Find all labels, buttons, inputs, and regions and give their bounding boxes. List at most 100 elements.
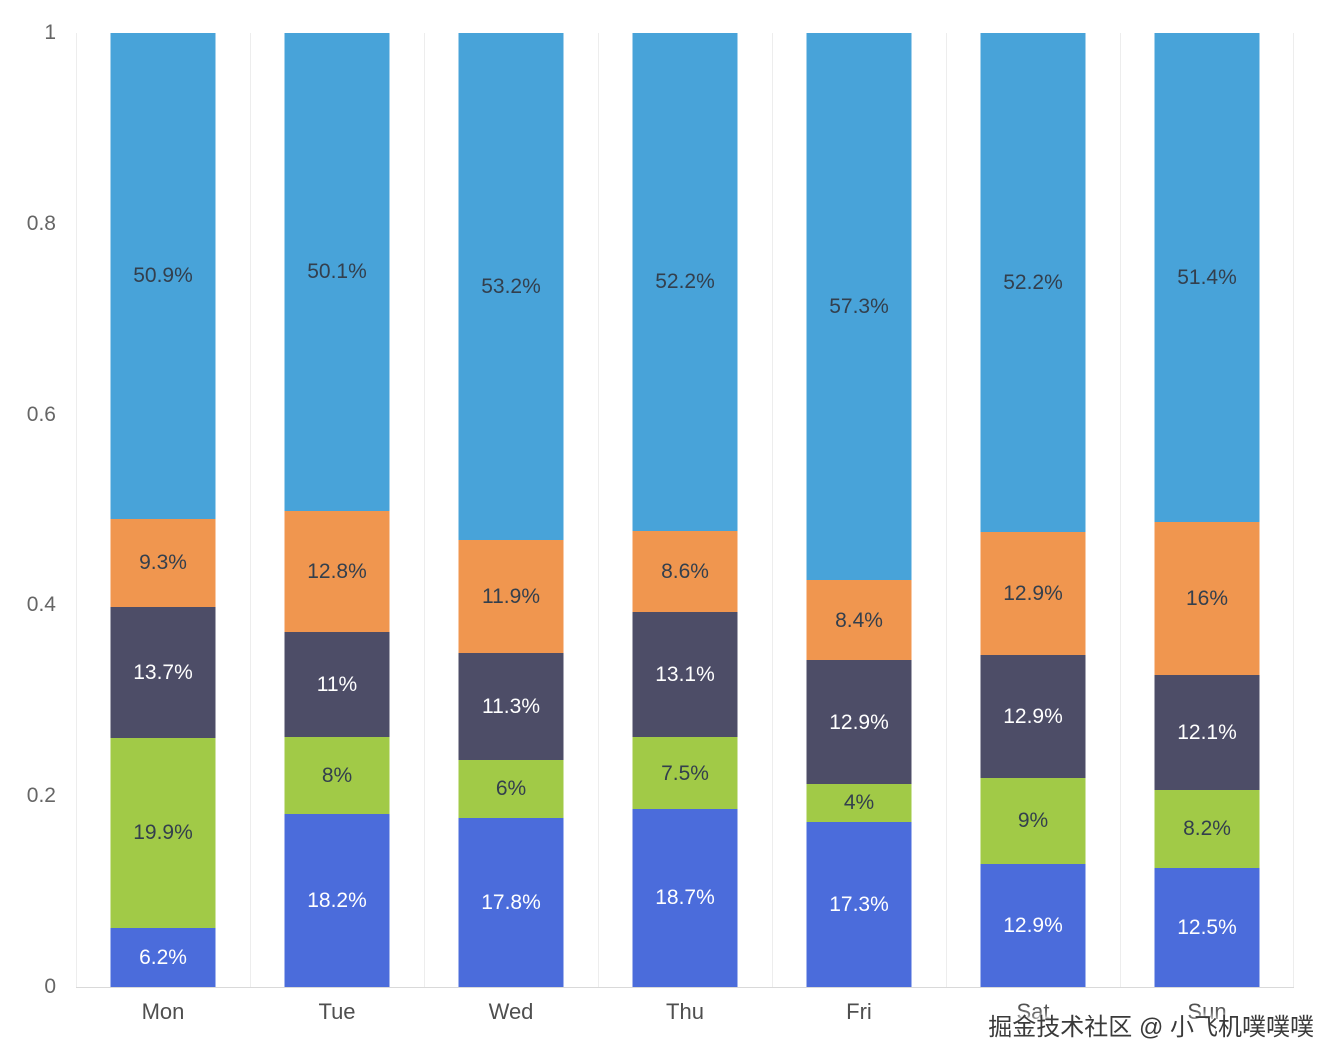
segment-label: 17.8%	[481, 890, 541, 914]
x-axis-label-wed: Wed	[488, 999, 534, 1024]
y-axis-tick-label: 1	[44, 21, 56, 44]
bar-segment[interactable]: 52.2%	[980, 33, 1086, 532]
segment-label: 12.9%	[1003, 581, 1063, 605]
x-axis-label-sat: Sat	[1016, 999, 1050, 1024]
bar-segment[interactable]: 11%	[284, 632, 390, 738]
gridline-vertical	[76, 33, 77, 987]
bar-segment[interactable]: 12.9%	[980, 863, 1086, 987]
y-axis-tick-label: 0	[44, 975, 56, 998]
segment-label: 8.2%	[1183, 817, 1231, 841]
bars-row: 6.2% 19.9% 13.7% 9.3% 50.9% 18.2% 8% 11% 12.8% 50…	[76, 33, 1294, 987]
segment-label: 18.2%	[307, 888, 367, 912]
segment-label: 50.9%	[133, 264, 193, 288]
bar-tue: 18.2% 8% 11% 12.8% 50.1%	[284, 33, 390, 987]
y-axis-tick-label: 0.2	[26, 784, 56, 808]
segment-label: 7.5%	[661, 761, 709, 785]
bar-segment[interactable]: 6.2%	[110, 927, 216, 987]
bar-segment[interactable]: 8.6%	[632, 530, 738, 613]
segment-label: 17.3%	[829, 892, 889, 916]
segment-label: 4%	[843, 791, 875, 815]
bar-segment[interactable]: 17.3%	[806, 821, 912, 987]
segment-label: 19.9%	[133, 821, 193, 845]
bar-segment[interactable]: 11.9%	[458, 539, 564, 653]
segment-label: 50.1%	[307, 260, 367, 284]
bar-segment[interactable]: 7.5%	[632, 737, 738, 809]
bar-segment[interactable]: 17.8%	[458, 817, 564, 987]
bar-segment[interactable]: 11.3%	[458, 652, 564, 761]
segment-label: 18.7%	[655, 886, 715, 910]
bar-segment[interactable]: 9.3%	[110, 518, 216, 608]
bar-segment[interactable]: 50.1%	[284, 33, 390, 511]
y-axis-tick-label: 0.4	[26, 593, 56, 617]
plot-area: 6.2% 19.9% 13.7% 9.3% 50.9% 18.2% 8% 11% 12.8% 50…	[76, 33, 1294, 987]
segment-label: 12.9%	[829, 710, 889, 734]
gridline-vertical	[946, 33, 947, 987]
bar-segment[interactable]: 51.4%	[1154, 33, 1260, 523]
bar-segment[interactable]: 8.2%	[1154, 789, 1260, 868]
gridline-vertical	[249, 33, 251, 987]
segment-label: 11.9%	[482, 584, 540, 608]
bar-segment[interactable]: 18.7%	[632, 808, 738, 987]
watermark: 掘金技术社区 @ 小飞机噗噗噗	[988, 1014, 1314, 1041]
bar-segment[interactable]: 18.2%	[284, 813, 390, 987]
bar-slot: 18.7% 7.5% 13.1% 8.6% 52.2%	[598, 33, 772, 987]
segment-label: 12.1%	[1177, 720, 1237, 744]
bar-slot: 18.2% 8% 11% 12.8% 50.1%	[250, 33, 424, 987]
segment-label: 6.2%	[139, 945, 187, 969]
segment-label: 8.6%	[661, 559, 709, 583]
segment-label: 9.3%	[139, 551, 187, 575]
bar-segment[interactable]: 19.9%	[110, 738, 216, 928]
segment-label: 53.2%	[481, 274, 541, 298]
bar-segment[interactable]: 50.9%	[110, 33, 216, 519]
y-axis-tick-label: 0.8	[26, 211, 56, 235]
segment-label: 11.3%	[482, 695, 540, 719]
bar-segment[interactable]: 12.9%	[980, 531, 1086, 655]
bar-fri: 17.3% 4% 12.9% 8.4% 57.3%	[806, 33, 912, 987]
segment-label: 12.9%	[1003, 913, 1063, 937]
segment-label: 51.4%	[1177, 266, 1237, 290]
gridline-vertical	[1120, 33, 1121, 987]
bar-segment[interactable]: 53.2%	[458, 33, 564, 540]
bar-sun: 12.5% 8.2% 12.1% 16% 51.4%	[1154, 33, 1260, 987]
segment-label: 16%	[1185, 587, 1229, 611]
bar-segment[interactable]: 57.3%	[806, 33, 912, 581]
y-axis-tick-label: 0.6	[26, 402, 56, 426]
bar-segment[interactable]: 16%	[1154, 522, 1260, 675]
bar-segment[interactable]: 12.8%	[284, 510, 390, 633]
gridline-vertical	[598, 33, 599, 987]
bar-segment[interactable]: 4%	[806, 783, 912, 822]
segment-label: 8.4%	[835, 608, 883, 632]
bar-segment[interactable]: 12.9%	[806, 660, 912, 784]
bar-segment[interactable]: 12.5%	[1154, 868, 1260, 987]
x-axis-label-sun: Sun	[1187, 999, 1227, 1024]
segment-label: 13.7%	[133, 661, 193, 685]
bar-segment[interactable]: 13.7%	[110, 607, 216, 739]
bar-segment[interactable]: 6%	[458, 760, 564, 818]
bar-segment[interactable]: 9%	[980, 777, 1086, 864]
gridline-vertical	[423, 33, 425, 987]
bar-segment[interactable]: 13.1%	[632, 612, 738, 738]
bar-slot: 17.8% 6% 11.3% 11.9% 53.2%	[424, 33, 598, 987]
segment-label: 9%	[1017, 809, 1049, 833]
x-axis-line	[76, 987, 1294, 988]
segment-label: 12.9%	[1003, 704, 1063, 728]
bar-segment[interactable]: 8.4%	[806, 580, 912, 661]
bar-mon: 6.2% 19.9% 13.7% 9.3% 50.9%	[110, 33, 216, 987]
segment-label: 57.3%	[829, 295, 889, 319]
segment-label: 11%	[316, 673, 358, 697]
segment-label: 52.2%	[655, 270, 715, 294]
bar-segment[interactable]: 12.1%	[1154, 674, 1260, 790]
segment-label: 13.1%	[655, 663, 715, 687]
bar-slot: 6.2% 19.9% 13.7% 9.3% 50.9%	[76, 33, 250, 987]
gridline-vertical	[1293, 33, 1294, 987]
bar-slot: 12.9% 9% 12.9% 12.9% 52.2%	[946, 33, 1120, 987]
bar-slot: 17.3% 4% 12.9% 8.4% 57.3%	[772, 33, 946, 987]
segment-label: 8%	[321, 763, 353, 787]
bar-segment[interactable]: 52.2%	[632, 33, 738, 531]
x-axis-label-fri: Fri	[846, 999, 872, 1024]
bar-segment[interactable]: 8%	[284, 737, 390, 814]
segment-label: 12.8%	[307, 559, 367, 583]
x-axis-label-tue: Tue	[318, 999, 356, 1024]
bar-segment[interactable]: 12.9%	[980, 654, 1086, 778]
segment-label: 12.5%	[1177, 916, 1237, 939]
